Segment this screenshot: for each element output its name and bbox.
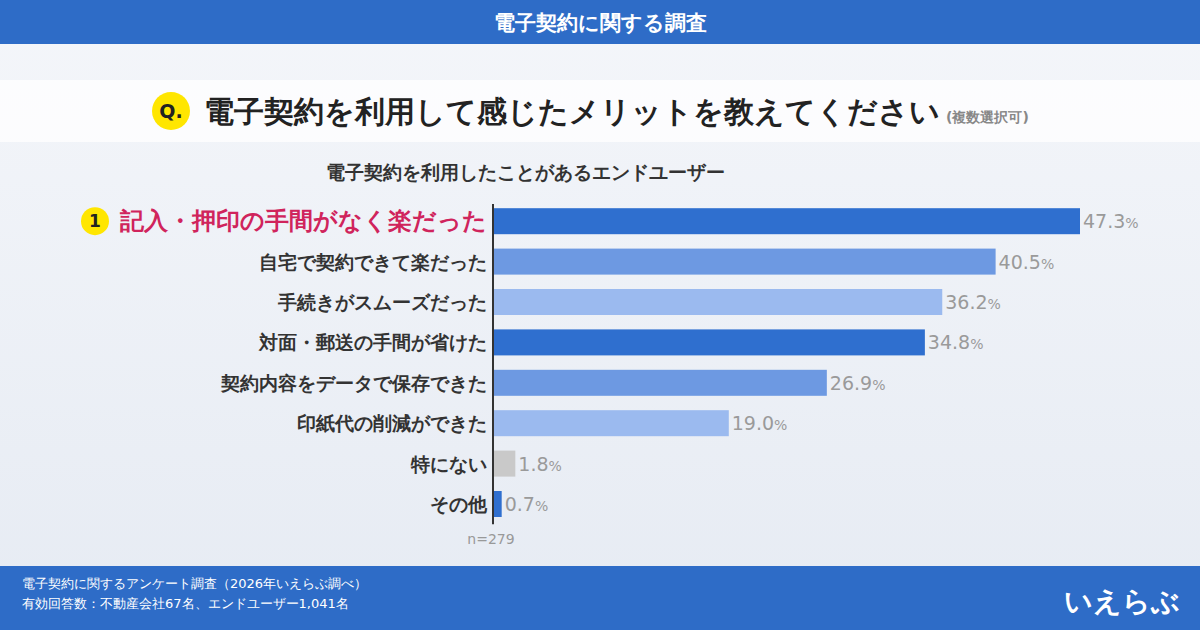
sample-note: n=279 <box>467 531 514 547</box>
footer-text: 電子契約に関するアンケート調査（2026年いえらぶ調べ） <box>22 576 367 591</box>
bar <box>493 208 1080 234</box>
title-note: (複数選択可) <box>946 109 1029 125</box>
data-label: 34.8% <box>928 331 984 353</box>
category-label: 自宅で契約できて楽だった <box>259 251 487 273</box>
footer-text: 有効回答数：不動産会社67名、エンドユーザー1,041名 <box>22 596 349 611</box>
question-badge <box>152 92 190 130</box>
bar <box>493 249 996 275</box>
labels: 47.3% 記入・押印の手間がなく楽だった 1 40.5% 自宅で契約できて楽だった 36… <box>81 207 1139 515</box>
bar <box>493 410 729 436</box>
title: 電子契約を利用して感じたメリットを教えてください <box>204 94 940 129</box>
footer-bar <box>0 566 1200 630</box>
category-label: 手続きがスムーズだった <box>277 291 487 313</box>
category-label: 契約内容をデータで保存できた <box>220 372 487 394</box>
axis-line <box>492 204 494 524</box>
category-label: その他 <box>430 493 488 515</box>
subtitle: 電子契約を利用したことがあるエンドユーザー <box>326 161 725 183</box>
data-label: 40.5% <box>999 251 1055 273</box>
bar <box>493 451 515 477</box>
question-label: Q. <box>159 100 182 122</box>
header-title: 電子契約に関する調査 <box>494 11 707 35</box>
bar <box>493 329 925 355</box>
category-label: 記入・押印の手間がなく楽だった <box>119 207 487 235</box>
data-label: 19.0% <box>732 412 788 434</box>
data-label: 1.8% <box>518 453 562 475</box>
data-label: 36.2% <box>945 291 1001 313</box>
bar <box>493 289 942 315</box>
data-label: 0.7% <box>505 493 549 515</box>
category-label: 印紙代の削減ができた <box>297 412 487 434</box>
category-label: 特にない <box>410 453 487 475</box>
data-label: 47.3% <box>1083 210 1139 232</box>
rank-label: 1 <box>89 211 101 231</box>
logo: いえらぶ <box>1064 585 1180 618</box>
header-bar <box>0 0 1200 44</box>
bar <box>493 491 502 517</box>
question-band <box>0 80 1200 142</box>
background <box>0 0 1200 630</box>
data-label: 26.9% <box>830 372 886 394</box>
bar <box>493 370 827 396</box>
rank-badge <box>81 207 109 235</box>
bars <box>493 208 1080 517</box>
category-label: 対面・郵送の手間が省けた <box>258 331 487 353</box>
chart: 電子契約に関する調査 Q. 電子契約を利用して感じたメリットを教えてください (複数選… <box>0 0 1200 630</box>
